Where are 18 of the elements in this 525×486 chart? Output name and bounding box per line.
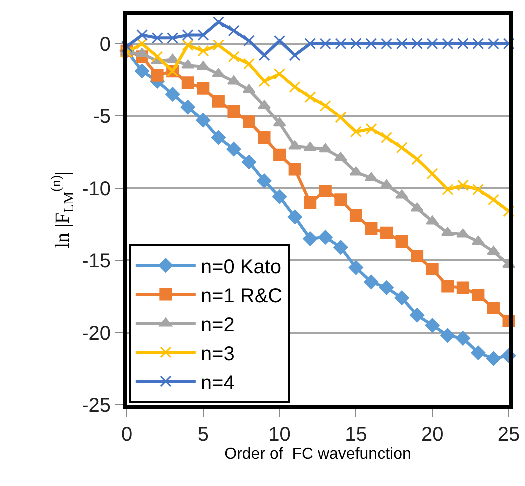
x-tick-label: 20 xyxy=(421,424,444,446)
x-tick-label: 5 xyxy=(198,424,209,446)
y-tick-label: 0 xyxy=(100,34,111,56)
legend-label: n=1 R&C xyxy=(200,285,283,308)
legend-label: n=4 xyxy=(200,372,235,394)
x-tick-label: 0 xyxy=(121,424,133,446)
y-tick-label: -15 xyxy=(82,250,111,273)
x-axis-title: Order of FC wavefunction xyxy=(224,446,412,464)
x-tick-label: 25 xyxy=(498,424,520,446)
x-tick-label: 10 xyxy=(268,424,291,446)
legend-label: n=3 xyxy=(200,343,235,366)
y-tick-label: -25 xyxy=(82,395,111,417)
legend-label: n=2 xyxy=(200,314,235,336)
y-tick-label: -5 xyxy=(93,106,111,128)
x-tick-label: 15 xyxy=(345,424,368,446)
y-tick-label: -20 xyxy=(82,322,111,345)
y-tick-label: -10 xyxy=(82,178,111,200)
legend-label: n=0 Kato xyxy=(200,256,282,278)
